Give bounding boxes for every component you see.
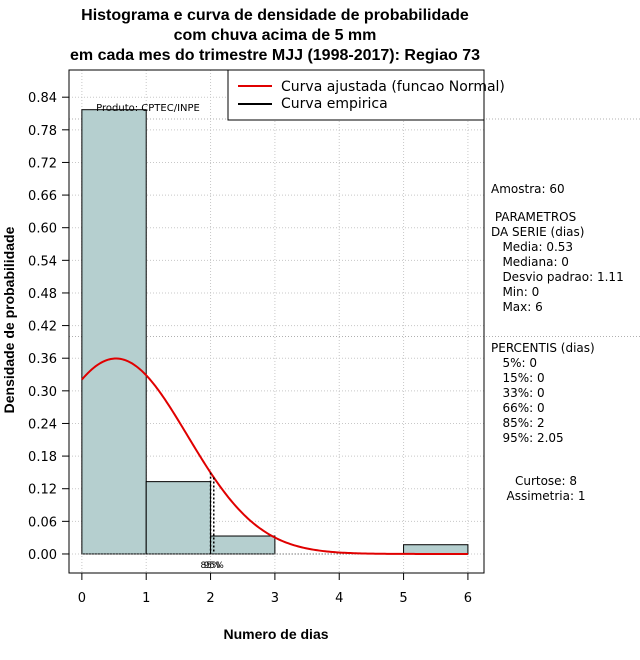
y-tick-label-5: 0.30: [28, 385, 57, 400]
param-line-2: Media: 0.53: [491, 240, 573, 254]
legend-box: [227, 69, 485, 121]
shape-line-0: Curtose: 8: [515, 474, 577, 488]
x-tick-label-6: 6: [464, 591, 472, 606]
x-tick-label-4: 4: [335, 591, 343, 606]
legend-label-fit: Curva ajustada (funcao Normal): [281, 79, 505, 95]
legend-label-empirical: Curva empirica: [281, 96, 388, 112]
percentile-text-0: PERCENTIS (dias): [491, 341, 595, 355]
y-tick-label-3: 0.18: [28, 450, 57, 465]
x-tick-label-1: 1: [142, 591, 150, 606]
histogram-bar-1: [145, 481, 212, 555]
percentile-text-4: 66%: 0: [491, 401, 545, 415]
x-axis-label: Numero de dias: [223, 626, 328, 642]
percentile-text-6: 95%: 2.05: [491, 431, 564, 445]
histogram-bar-2: [210, 535, 276, 555]
x-tick-label-2: 2: [206, 591, 214, 606]
sample-size: Amostra: 60: [491, 182, 565, 196]
y-tick-label-2: 0.12: [28, 483, 57, 498]
y-tick-label-9: 0.54: [28, 254, 57, 269]
percentile-label-1: 95%: [204, 561, 224, 571]
legend: Curva ajustada (funcao Normal) Curva emp…: [227, 69, 505, 121]
y-tick-label-4: 0.24: [28, 417, 57, 432]
x-tick-label-0: 0: [78, 591, 86, 606]
param-line-3: Mediana: 0: [491, 255, 569, 269]
x-tick-label-5: 5: [399, 591, 407, 606]
param-line-6: Max: 6: [491, 300, 543, 314]
percentile-label-0: 85%: [201, 561, 221, 571]
y-tick-label-12: 0.72: [28, 156, 57, 171]
y-axis-ticks: 0.00 0.06 0.12 0.18 0.24 0.30 0.36 0.42 0.48 0.54…: [28, 91, 69, 563]
y-tick-label-13: 0.78: [28, 124, 57, 139]
param-line-1: DA SERIE (dias): [491, 225, 584, 239]
percentile-text-3: 33%: 0: [491, 386, 545, 400]
x-tick-label-3: 3: [271, 591, 279, 606]
param-line-4: Desvio padrao: 1.11: [491, 270, 624, 284]
y-tick-label-0: 0.00: [28, 548, 57, 563]
percentiles-list: PERCENTIS (dias) 5%: 0 15%: 0 33%: 0 66%…: [491, 341, 595, 445]
histogram-bars: [81, 109, 469, 555]
y-tick-label-10: 0.60: [28, 222, 57, 237]
y-tick-label-1: 0.06: [28, 515, 57, 530]
y-tick-label-14: 0.84: [28, 91, 57, 106]
product-credit: Produto: CPTEC/INPE: [96, 103, 200, 114]
normal-fit-curve: [81, 357, 468, 555]
y-tick-label-11: 0.66: [28, 189, 57, 204]
y-tick-label-7: 0.42: [28, 320, 57, 335]
chart-title-line-2: com chuva acima de 5 mm: [174, 27, 377, 44]
y-tick-label-8: 0.48: [28, 287, 57, 302]
chart-title-line-3: em cada mes do trimestre MJJ (1998-2017)…: [70, 47, 480, 64]
histogram-bar-0: [81, 109, 147, 555]
percentile-text-1: 5%: 0: [491, 356, 537, 370]
param-line-0: PARAMETROS: [491, 210, 576, 224]
param-line-5: Min: 0: [491, 285, 539, 299]
y-tick-label-6: 0.36: [28, 352, 57, 367]
percentile-text-2: 15%: 0: [491, 371, 545, 385]
percentile-markers: 85%95%: [201, 472, 224, 571]
histogram-bar-5: [403, 544, 469, 555]
y-axis-label: Densidade de probabilidade: [1, 226, 17, 413]
chart-title-line-1: Histograma e curva de densidade de proba…: [81, 7, 469, 24]
x-axis-ticks: 0 1 2 3 4 5 6: [78, 573, 472, 606]
shape-line-1: Assimetria: 1: [507, 489, 586, 503]
percentile-text-5: 85%: 2: [491, 416, 545, 430]
